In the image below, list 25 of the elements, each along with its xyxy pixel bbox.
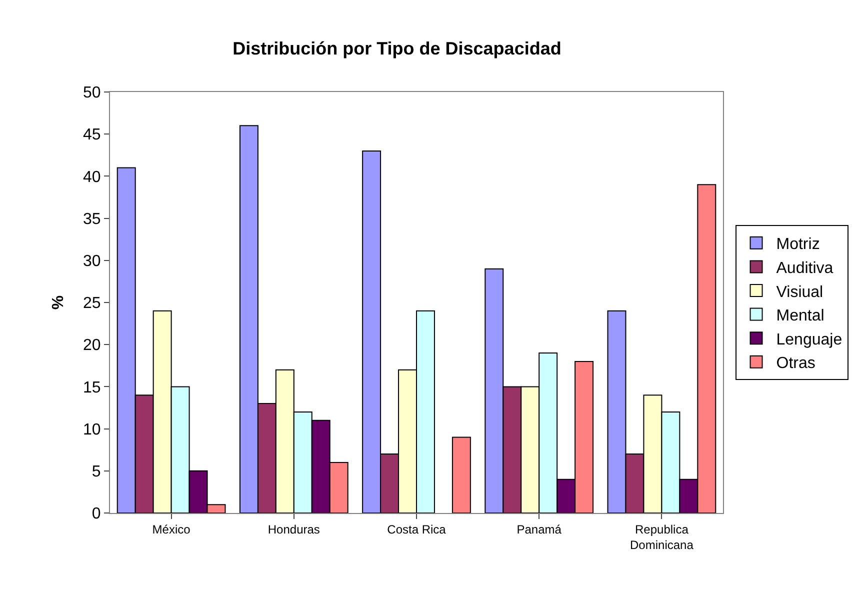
y-tick-label: 20: [83, 337, 101, 354]
y-tick-label: 5: [92, 464, 101, 480]
bar: [452, 436, 471, 513]
legend-label: Visiual: [776, 284, 824, 301]
x-tick-label: Republica Dominicana: [630, 522, 694, 552]
x-tick-label: Honduras: [268, 522, 320, 536]
y-tick-label: 30: [83, 253, 101, 270]
y-axis-title: %: [50, 295, 67, 310]
legend-label: Motriz: [776, 236, 820, 254]
y-tick-label: 10: [83, 421, 101, 438]
legend-label: Otras: [776, 355, 816, 372]
y-tick-label: 25: [83, 295, 101, 312]
y-tick-label: 15: [83, 379, 101, 396]
legend-label: Mental: [776, 308, 824, 325]
y-tick-label: 0: [92, 506, 101, 523]
y-tick-label: 45: [83, 126, 101, 144]
y-tick-label: 50: [83, 84, 101, 102]
x-tick-label: Costa Rica: [387, 522, 446, 536]
chart-title: Distribución por Tipo de Discapacidad: [232, 38, 562, 58]
x-tick-label: Panamá: [516, 522, 562, 536]
y-tick-label: 40: [83, 168, 101, 186]
legend-label: Lenguaje: [776, 331, 842, 348]
y-tick-label: 35: [83, 210, 101, 228]
legend-label: Auditiva: [776, 260, 834, 277]
x-tick-label: México: [152, 522, 191, 536]
